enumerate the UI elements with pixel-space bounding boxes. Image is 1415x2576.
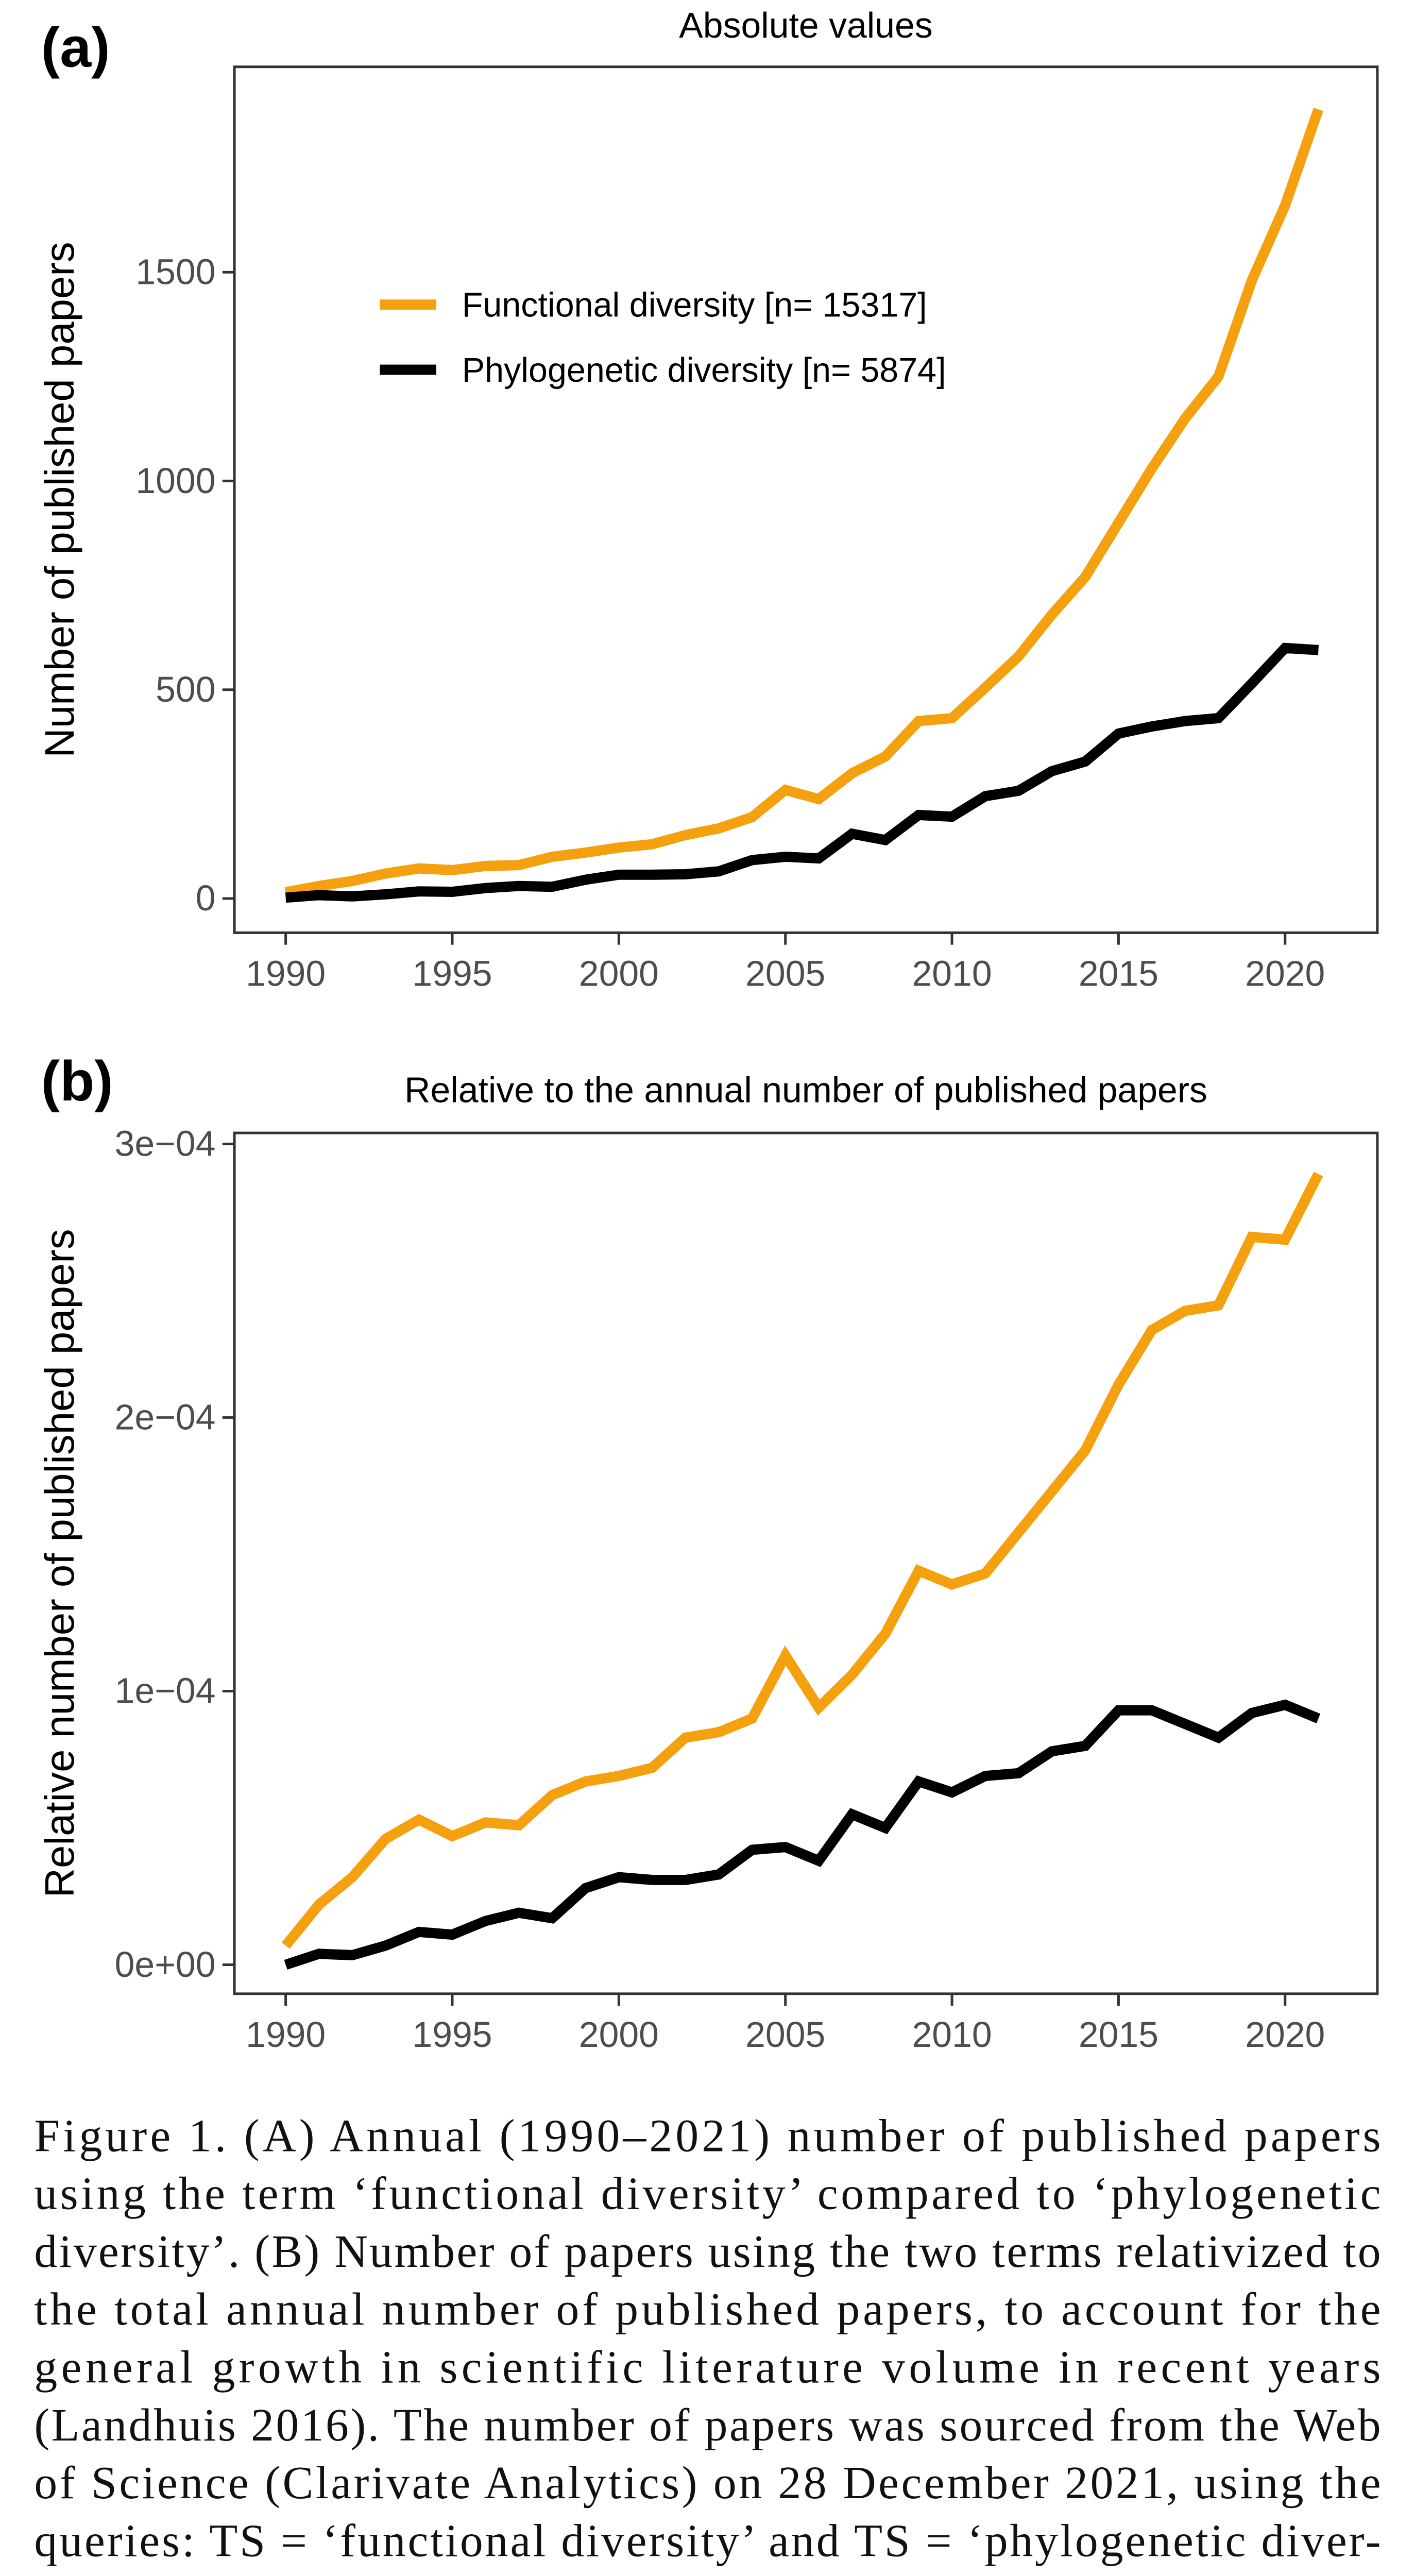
panel-border — [233, 65, 1379, 934]
y-tick-label: 3e−04 — [115, 1124, 216, 1164]
caption-line: of Science (Clarivate Analytics) on 28 D… — [34, 2458, 1380, 2509]
x-tick-label: 2015 — [1079, 2014, 1158, 2055]
x-tick-label: 2005 — [745, 2014, 825, 2055]
panel-label: (b) — [41, 1050, 113, 1113]
y-tick-label: 1e−04 — [115, 1671, 216, 1711]
x-tick-label: 1995 — [412, 2014, 492, 2055]
caption-line: sity’. The total number of papers publis… — [34, 2573, 1380, 2576]
legend-label: Phylogenetic diversity [n= 5874] — [462, 351, 946, 389]
y-tick-label: 1000 — [135, 461, 215, 501]
x-tick-label: 2015 — [1079, 953, 1158, 993]
legend-label: Functional diversity [n= 15317] — [462, 286, 927, 325]
panel-label: (a) — [41, 16, 110, 79]
chart-title: Absolute values — [679, 5, 932, 45]
series-line — [281, 1172, 1323, 1949]
series-line — [284, 108, 1323, 897]
y-tick-label: 500 — [156, 669, 215, 709]
x-tick-label: 2010 — [912, 2014, 992, 2055]
series-line — [285, 642, 1319, 903]
x-tick-label: 1995 — [412, 953, 492, 993]
y-tick-label: 2e−04 — [115, 1397, 216, 1437]
caption-line: general growth in scientific literature … — [34, 2342, 1380, 2393]
y-tick-label: 1500 — [135, 252, 215, 292]
caption-line: Figure 1. (A) Annual (1990–2021) number … — [34, 2110, 1380, 2161]
y-axis-title: Number of published papers — [37, 242, 82, 757]
panel-border — [233, 1131, 1379, 1995]
series-line — [284, 1699, 1321, 1970]
chart-title: Relative to the annual number of publish… — [404, 1070, 1207, 1110]
x-tick-label: 2000 — [579, 2014, 659, 2055]
caption-line: queries: TS = ‘functional diversity’ and… — [34, 2515, 1380, 2566]
x-tick-label: 1990 — [246, 953, 326, 993]
x-tick-label: 1990 — [246, 2014, 326, 2055]
y-tick-label: 0e+00 — [115, 1944, 216, 1985]
y-axis-title: Relative number of published papers — [37, 1229, 82, 1897]
x-tick-label: 2020 — [1245, 953, 1325, 993]
x-tick-label: 2005 — [745, 953, 825, 993]
x-tick-label: 2020 — [1245, 2014, 1325, 2055]
x-tick-label: 2010 — [912, 953, 992, 993]
x-tick-label: 2000 — [579, 953, 659, 993]
y-tick-label: 0 — [196, 878, 216, 918]
caption-line: (Landhuis 2016). The number of papers wa… — [34, 2400, 1380, 2451]
